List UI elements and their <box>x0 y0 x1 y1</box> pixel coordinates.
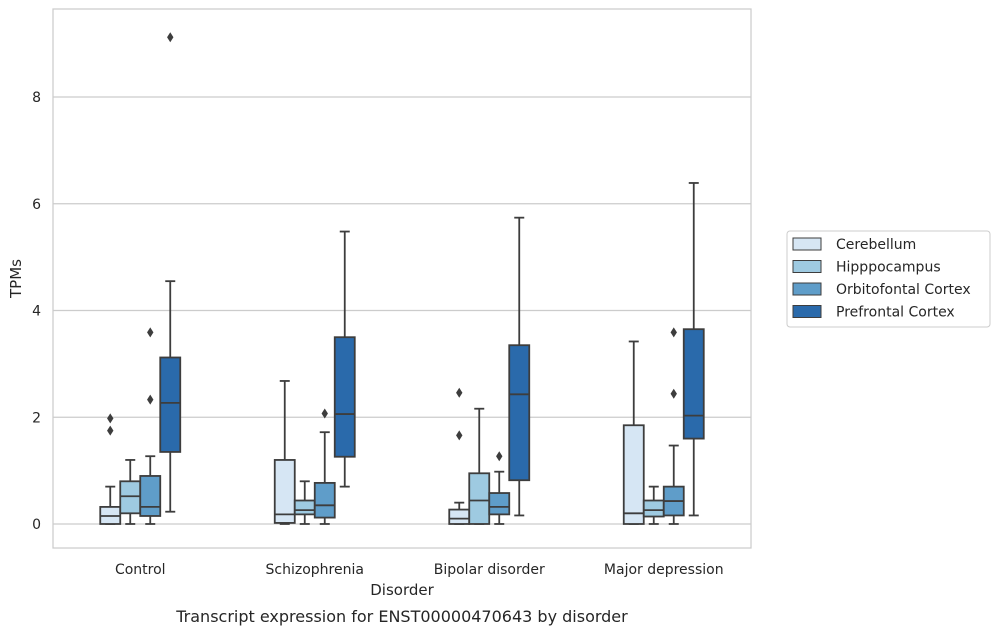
x-axis-ticks: Control Schizophrenia Bipolar disorder Majo… <box>115 562 724 578</box>
outlier-point <box>147 327 154 338</box>
y-tick-label: 0 <box>32 517 41 533</box>
y-tick-label: 2 <box>32 410 41 426</box>
outlier-point <box>456 430 463 441</box>
box <box>333 336 356 458</box>
x-tick-label: Bipolar disorder <box>434 562 545 578</box>
x-tick-label: Control <box>115 562 166 578</box>
outlier-point <box>670 388 677 399</box>
outlier-point <box>321 408 328 419</box>
box-group <box>139 327 162 525</box>
box-group <box>642 485 665 525</box>
box-group <box>159 32 182 513</box>
legend-label: Hipppocampus <box>836 260 941 276</box>
box <box>508 344 531 482</box>
box-group <box>682 182 705 517</box>
box <box>682 328 705 440</box>
box <box>488 492 511 516</box>
outlier-point <box>670 327 677 338</box>
legend-label: Cerebellum <box>836 237 916 253</box>
legend: Cerebellum Hipppocampus Orbitofontal Corte… <box>786 230 991 328</box>
box <box>139 475 162 517</box>
box-plot-area <box>99 32 705 525</box>
legend-frame <box>786 230 991 328</box>
box <box>119 480 142 515</box>
x-tick-label: Schizophrenia <box>266 562 364 578</box>
box <box>159 356 182 453</box>
legend-label: Prefrontal Cortex <box>836 305 955 321</box>
plot-frame <box>52 8 752 549</box>
box <box>622 424 645 525</box>
legend-swatch <box>792 260 822 273</box>
box-group <box>313 408 336 525</box>
legend-label: Orbitofontal Cortex <box>836 282 971 298</box>
outlier-point <box>147 394 154 405</box>
box-group <box>622 340 645 525</box>
box-group <box>662 327 685 525</box>
box <box>448 508 471 525</box>
box-group <box>333 230 356 488</box>
figure-caption: Transcript expression for ENST0000047064… <box>175 607 628 626</box>
outlier-point <box>107 413 114 424</box>
box-group <box>468 407 491 525</box>
gridlines <box>53 96 751 525</box>
box <box>293 499 316 516</box>
x-axis-label: Disorder <box>370 581 434 599</box>
box <box>468 472 491 525</box>
box <box>313 481 336 519</box>
legend-swatch <box>792 237 822 251</box>
box-group <box>273 380 296 525</box>
outlier-point <box>456 387 463 398</box>
box-group <box>448 387 471 525</box>
x-tick-label: Major depression <box>604 562 724 578</box>
box-group <box>508 216 531 517</box>
y-tick-label: 4 <box>32 304 41 320</box>
box <box>273 459 296 524</box>
box-group <box>99 413 122 525</box>
legend-swatch <box>792 305 822 318</box>
outlier-point <box>167 32 174 43</box>
legend-swatch <box>792 282 822 296</box>
y-axis-label: TPMs <box>7 259 25 299</box>
y-tick-label: 6 <box>32 197 41 213</box>
box-group <box>488 451 511 525</box>
legend-items: Cerebellum Hipppocampus Orbitofontal Corte… <box>792 237 971 321</box>
y-axis-ticks: 0 2 4 6 8 <box>32 90 41 533</box>
outlier-point <box>496 451 503 462</box>
box-group <box>293 480 316 525</box>
box-group <box>119 459 142 525</box>
box <box>642 499 665 518</box>
outlier-point <box>107 425 114 436</box>
y-tick-label: 8 <box>32 90 41 106</box>
